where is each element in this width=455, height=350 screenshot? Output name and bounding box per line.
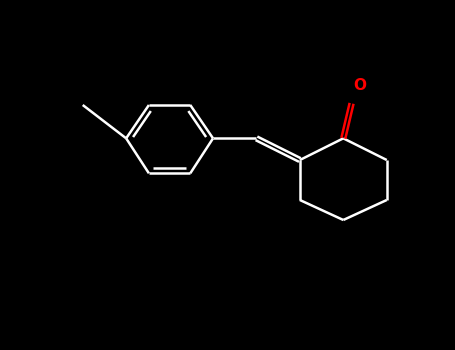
Text: O: O [354, 77, 366, 92]
